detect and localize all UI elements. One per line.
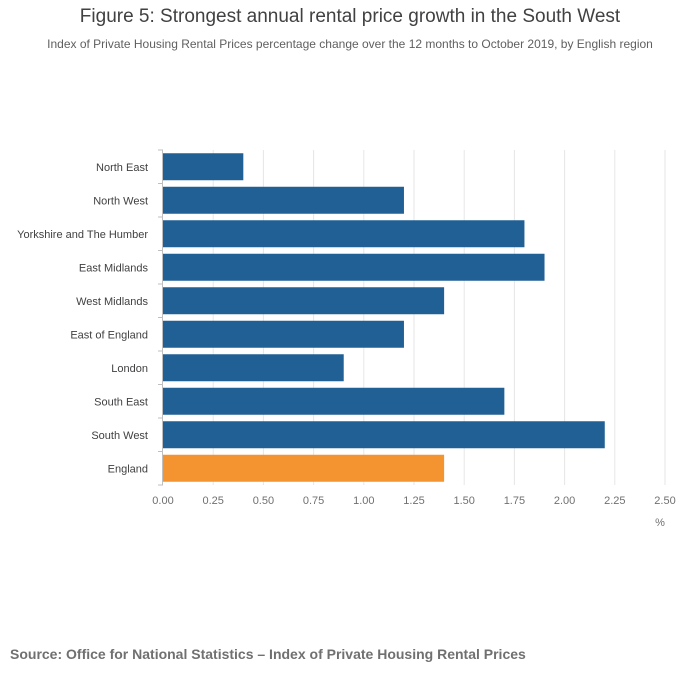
bar-england[interactable] [163, 454, 445, 482]
chart-subtitle: Index of Private Housing Rental Prices p… [47, 37, 653, 51]
bar-south-west[interactable] [163, 421, 605, 449]
chart-title: Figure 5: Strongest annual rental price … [79, 6, 621, 27]
category-labels: North East North West Yorkshire and The Hu… [17, 162, 148, 476]
x-tick-label: 2.25 [604, 495, 625, 507]
bar-west-midlands[interactable] [163, 287, 445, 315]
x-tick-label: 2.50 [654, 495, 675, 507]
category-label: South East [94, 396, 148, 408]
bar-south-east[interactable] [163, 387, 505, 415]
axes: 0.00 0.25 0.50 0.75 1.00 1.25 1.50 1.75 2.00 2.25… [152, 149, 676, 507]
bar-north-west[interactable] [163, 186, 404, 214]
category-label: East Midlands [79, 262, 149, 274]
x-tick-label: 1.00 [353, 495, 374, 507]
category-label: North West [93, 195, 148, 207]
bar-east-of-england[interactable] [163, 320, 404, 348]
bar-yorkshire-and-the-humber[interactable] [163, 220, 525, 248]
x-axis-unit-label: % [655, 517, 665, 529]
x-tick-label: 0.00 [152, 495, 173, 507]
x-tick-label: 0.75 [303, 495, 324, 507]
category-label: Yorkshire and The Humber [17, 229, 148, 241]
x-tick-label: 1.50 [453, 495, 474, 507]
category-label: South West [91, 430, 148, 442]
category-label: East of England [70, 329, 148, 341]
x-tick-label: 0.25 [202, 495, 223, 507]
bar-east-midlands[interactable] [163, 253, 545, 281]
x-tick-label: 1.75 [504, 495, 525, 507]
source-note: Source: Office for National Statistics –… [10, 646, 526, 662]
bar-north-east[interactable] [163, 153, 244, 181]
x-tick-label: 0.50 [253, 495, 274, 507]
category-label: West Midlands [76, 296, 148, 308]
category-label: North East [96, 162, 148, 174]
bar-london[interactable] [163, 354, 344, 382]
x-tick-label: 2.00 [554, 495, 575, 507]
bars [163, 153, 605, 482]
category-label: England [108, 463, 148, 475]
bar-chart: 0.00 0.25 0.50 0.75 1.00 1.25 1.50 1.75 2.00 2.25… [17, 149, 676, 529]
x-tick-label: 1.25 [403, 495, 424, 507]
category-label: London [111, 363, 148, 375]
